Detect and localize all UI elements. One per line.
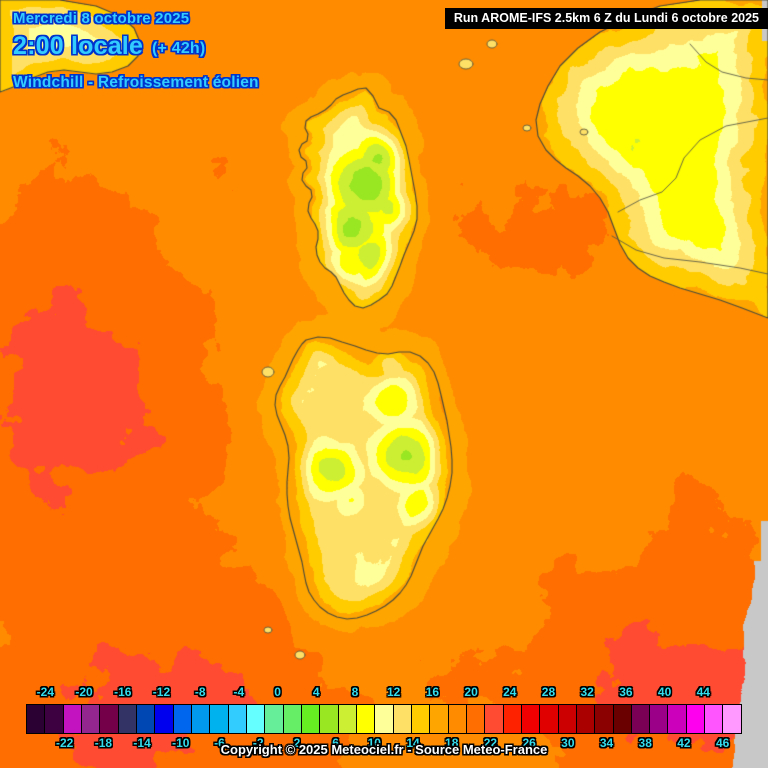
legend-tick-bottom: 22 (483, 736, 498, 750)
legend-tick-top: -8 (194, 685, 206, 699)
legend-tick-top: 20 (464, 685, 478, 699)
legend-swatch (576, 705, 596, 733)
legend-tick-top: 8 (351, 685, 359, 699)
legend-swatch (613, 705, 632, 733)
legend-tick-top: 16 (425, 685, 440, 699)
legend-tick-top: 12 (386, 685, 401, 699)
legend-swatch (45, 705, 64, 733)
legend-tick-top: 4 (312, 685, 320, 699)
legend-tick-bottom: 46 (715, 736, 730, 750)
legend-tick-top: -20 (75, 685, 93, 699)
legend-tick-top: 40 (657, 685, 672, 699)
legend-tick-top: 44 (696, 685, 710, 699)
legend-swatch (63, 705, 82, 733)
legend-swatch (81, 705, 101, 733)
legend-tick-bottom: -18 (94, 736, 113, 750)
legend-swatch (503, 705, 522, 733)
legend-swatch (338, 705, 357, 733)
legend-tick-bottom: 42 (677, 736, 691, 750)
legend-swatch (100, 705, 119, 733)
legend-swatch (705, 705, 724, 733)
legend-swatch (155, 705, 174, 733)
legend-swatch (430, 705, 449, 733)
legend-tick-bottom: -22 (56, 736, 74, 750)
legend-tick-top: 28 (541, 685, 556, 699)
legend-swatch (723, 705, 741, 733)
legend-swatch (686, 705, 706, 733)
legend-swatch (631, 705, 651, 733)
legend-tick-bottom: 26 (522, 736, 536, 750)
color-scale-bar[interactable] (26, 704, 742, 734)
legend-swatch (393, 705, 412, 733)
legend-swatch (228, 705, 247, 733)
legend-swatch (320, 705, 339, 733)
legend-swatch (283, 705, 302, 733)
legend-swatch (265, 705, 284, 733)
legend-swatch (668, 705, 687, 733)
legend-swatch (521, 705, 541, 733)
legend-tick-bottom: 6 (332, 736, 339, 750)
legend-tick-bottom: 10 (367, 736, 381, 750)
legend-swatch (558, 705, 577, 733)
legend-swatch (27, 705, 46, 733)
legend-swatch (448, 705, 467, 733)
legend-tick-bottom: -14 (133, 736, 151, 750)
legend-tick-top: -4 (233, 685, 245, 699)
parameter-title-label: Windchill - Refroissement éolien (13, 74, 259, 91)
legend-swatch (210, 705, 229, 733)
legend-tick-bottom: 38 (638, 736, 652, 750)
legend-tick-top: 36 (619, 685, 633, 699)
legend-tick-bottom: 2 (293, 736, 301, 750)
legend-swatch (595, 705, 614, 733)
legend-tick-bottom: -2 (252, 736, 264, 750)
legend-swatch (246, 705, 266, 733)
forecast-lead-time-label: (+ 42h) (152, 40, 206, 57)
legend-swatch (485, 705, 504, 733)
legend-swatch (301, 705, 321, 733)
legend-tick-top: -24 (36, 685, 55, 699)
forecast-date-label: Mercredi 8 octobre 2025 (13, 10, 190, 27)
legend-tick-bottom: -10 (172, 736, 190, 750)
legend-tick-bottom: 14 (406, 736, 420, 750)
legend-swatch (173, 705, 192, 733)
color-scale-legend: -24 -20 -16 -12 -8 -4 0 4 8 12 16 20 24 28 32 36 40 44 -22… (0, 680, 768, 768)
legend-swatch (191, 705, 211, 733)
legend-swatch (375, 705, 394, 733)
legend-tick-top: -16 (114, 685, 132, 699)
forecast-time-label: 2:00 locale (13, 32, 144, 60)
model-run-banner: Run AROME-IFS 2.5km 6 Z du Lundi 6 octob… (444, 8, 768, 29)
legend-tick-top: 24 (503, 685, 517, 699)
legend-tick-top: -12 (152, 685, 171, 699)
legend-swatch (540, 705, 559, 733)
legend-tick-bottom: -6 (214, 736, 225, 750)
legend-tick-bottom: 34 (599, 736, 614, 750)
legend-swatch (118, 705, 137, 733)
copyright-label: Copyright © 2025 Meteociel.fr - Source M… (220, 742, 548, 757)
legend-tick-top: 32 (580, 685, 594, 699)
legend-tick-top: 0 (274, 685, 281, 699)
legend-swatch (650, 705, 669, 733)
legend-swatch (356, 705, 376, 733)
legend-swatch (411, 705, 431, 733)
legend-tick-bottom: 30 (561, 736, 575, 750)
legend-swatch (136, 705, 156, 733)
legend-swatch (466, 705, 486, 733)
legend-tick-bottom: 18 (445, 736, 459, 750)
